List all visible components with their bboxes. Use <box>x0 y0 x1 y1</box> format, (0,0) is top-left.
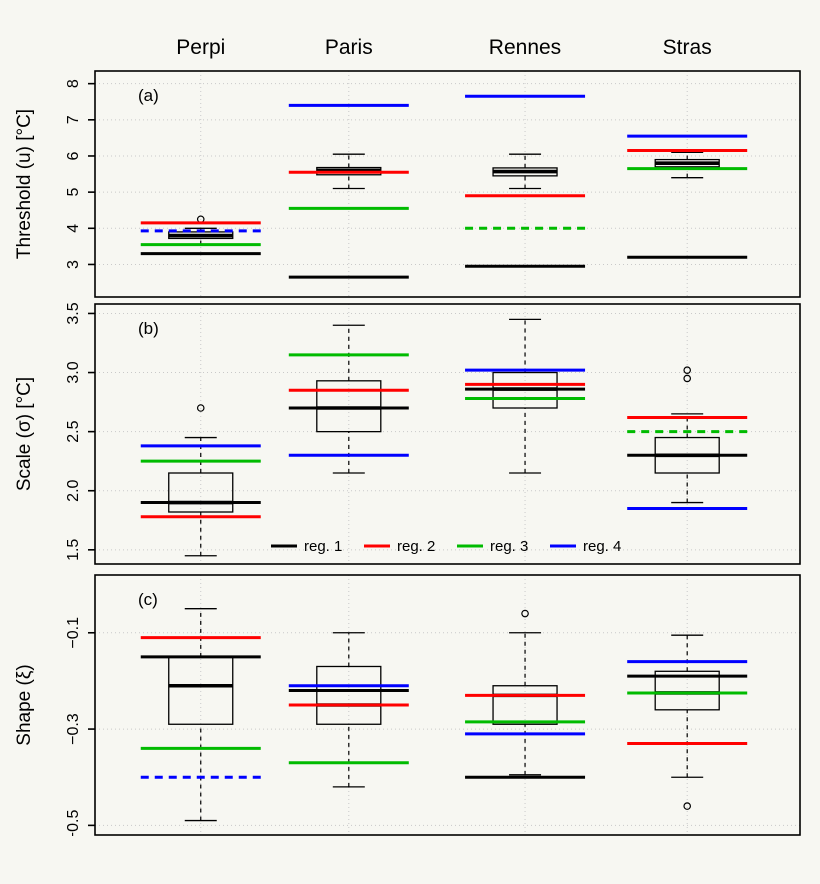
ytick-label: 2.5 <box>65 420 82 442</box>
ytick-label: 3.5 <box>65 303 82 325</box>
panel-a: 3 4 5 6 7 8 Threshold (u) [°C] (a) <box>14 70 801 298</box>
y-axis-label-b: Scale (σ) [°C] <box>14 377 35 491</box>
ytick-label: 7 <box>65 115 82 124</box>
city-label-stras: Stras <box>662 36 712 59</box>
outlier-point <box>683 802 692 810</box>
boxplot-b-stras <box>654 366 720 504</box>
ytick-label: 6 <box>65 151 82 160</box>
y-axis-label-a: Threshold (u) [°C] <box>14 109 35 259</box>
boxplot-c-perpi <box>168 608 234 822</box>
ytick-label: 2.0 <box>65 479 82 501</box>
ytick-label: 8 <box>65 79 82 88</box>
ytick-label: 3.0 <box>65 361 82 383</box>
y-axis-label-c: Shape (ξ) <box>14 664 35 745</box>
ytick-label: 4 <box>65 224 82 233</box>
city-label-rennes: Rennes <box>488 36 562 59</box>
legend-label: reg. 3 <box>490 538 528 555</box>
outlier-point <box>196 404 205 412</box>
city-label-paris: Paris <box>324 36 373 59</box>
boxplot-c-rennes <box>492 609 558 776</box>
city-label-perpi: Perpi <box>176 36 226 59</box>
legend-label: reg. 4 <box>583 538 621 555</box>
boxplot-b-paris <box>316 324 382 474</box>
panel-tag-a: (a) <box>138 86 159 105</box>
ytick-label: 5 <box>65 188 82 197</box>
panel-border-b <box>94 303 801 565</box>
gridlines-a <box>95 71 800 297</box>
gridlines-c <box>95 575 800 835</box>
panel-border-c <box>94 574 801 836</box>
panel-c: −0.1 −0.3 −0.5 Shape (ξ) (c) <box>14 574 801 836</box>
boxplot-a-stras <box>654 151 720 179</box>
gridlines-b <box>95 304 800 564</box>
outlier-point <box>683 374 692 383</box>
outlier-point <box>683 366 692 374</box>
outlier-point <box>521 609 529 618</box>
panel-border-a <box>94 70 801 298</box>
legend-label: reg. 2 <box>397 538 435 555</box>
ytick-label: −0.1 <box>65 617 82 649</box>
legend-label: reg. 1 <box>304 538 342 555</box>
ytick-label: 3 <box>65 260 82 269</box>
panel-tag-c: (c) <box>138 590 158 609</box>
boxplot-a-rennes <box>492 153 558 190</box>
ytick-label: −0.5 <box>65 810 82 836</box>
ytick-label: 1.5 <box>65 539 82 561</box>
legend: reg. 1 reg. 2 reg. 3 reg. 4 <box>271 538 621 555</box>
ytick-label: −0.3 <box>65 713 82 745</box>
panel-tag-b: (b) <box>138 319 159 338</box>
